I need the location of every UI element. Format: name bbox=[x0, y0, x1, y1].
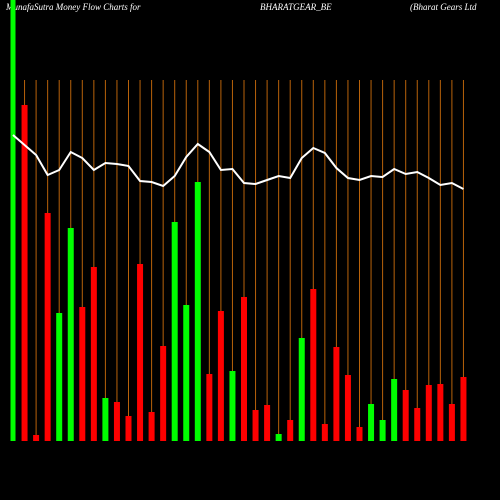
bar bbox=[241, 297, 247, 441]
bar bbox=[287, 420, 294, 441]
bar bbox=[333, 347, 340, 441]
bar bbox=[90, 267, 97, 441]
chart-title: MunafaSutra Money Flow Charts for bbox=[5, 2, 141, 12]
bar bbox=[125, 416, 132, 441]
bar bbox=[460, 377, 467, 441]
bar bbox=[437, 384, 444, 441]
bar bbox=[137, 264, 144, 441]
bar bbox=[379, 420, 386, 441]
bar bbox=[148, 412, 155, 441]
bar bbox=[171, 222, 178, 441]
bar bbox=[321, 424, 328, 441]
bar bbox=[44, 213, 51, 441]
bar bbox=[298, 338, 305, 441]
bar bbox=[448, 404, 455, 441]
bar bbox=[67, 228, 74, 441]
bar bbox=[252, 410, 259, 441]
bar bbox=[425, 385, 432, 441]
bar bbox=[194, 182, 201, 441]
bar bbox=[391, 379, 398, 441]
chart-symbol: BHARATGEAR_BE bbox=[260, 2, 332, 12]
bar bbox=[21, 105, 28, 441]
bar bbox=[56, 313, 63, 441]
bar bbox=[33, 435, 40, 441]
chart-company: (Bharat Gears Ltd bbox=[410, 2, 477, 12]
bar bbox=[275, 434, 282, 441]
bar bbox=[79, 307, 86, 441]
money-flow-line bbox=[12, 134, 464, 190]
bar bbox=[368, 404, 375, 441]
bar bbox=[229, 371, 236, 441]
bar bbox=[344, 375, 351, 441]
bar bbox=[102, 398, 109, 441]
bar bbox=[310, 289, 317, 441]
bar bbox=[356, 427, 363, 441]
bar bbox=[10, 0, 16, 441]
bar bbox=[183, 305, 190, 441]
bar bbox=[414, 408, 421, 441]
bar bbox=[206, 374, 213, 441]
bar bbox=[402, 390, 409, 441]
bar bbox=[113, 402, 120, 441]
bar bbox=[264, 405, 271, 441]
bar bbox=[217, 311, 224, 441]
bar bbox=[160, 346, 167, 441]
